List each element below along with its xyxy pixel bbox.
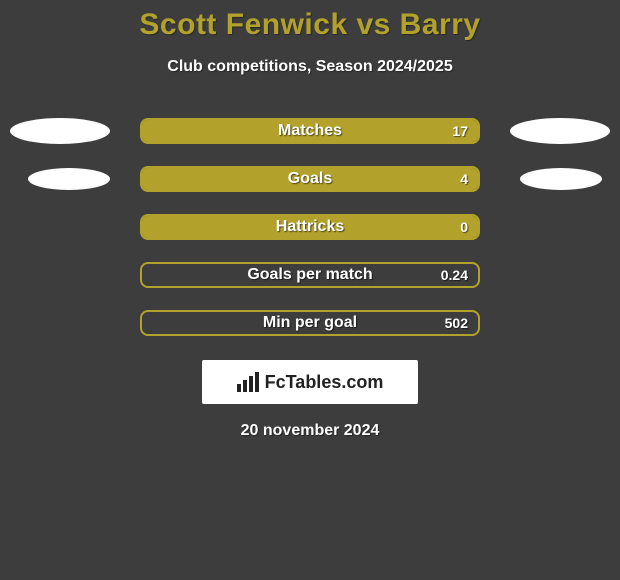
stat-row: Goals per match 0.24 (0, 262, 620, 288)
stat-bar: Min per goal 502 (140, 310, 480, 336)
right-ellipse (510, 118, 610, 144)
page-title: Scott Fenwick vs Barry (0, 0, 620, 42)
stat-bar: Goals 4 (140, 166, 480, 192)
fill-left (142, 120, 286, 142)
stat-value: 17 (452, 123, 468, 139)
fctables-logo: FcTables.com (202, 360, 418, 404)
stat-rows: Matches 17 Goals 4 Hattricks 0 Goals per match… (0, 118, 620, 336)
comparison-card: Scott Fenwick vs Barry Club competitions… (0, 0, 620, 580)
left-ellipse (10, 118, 110, 144)
stat-bar: Goals per match 0.24 (140, 262, 480, 288)
bars-icon (237, 372, 261, 392)
left-ellipse (28, 168, 110, 190)
stat-bar: Matches 17 (140, 118, 480, 144)
fill-left (142, 216, 286, 238)
right-ellipse (520, 168, 602, 190)
stat-row: Hattricks 0 (0, 214, 620, 240)
subtitle: Club competitions, Season 2024/2025 (0, 58, 620, 76)
stat-value: 0.24 (441, 267, 468, 283)
fill-left (142, 168, 286, 190)
stat-label: Hattricks (276, 218, 344, 236)
stat-label: Goals (288, 170, 332, 188)
stat-label: Goals per match (247, 266, 372, 284)
stat-row: Matches 17 (0, 118, 620, 144)
stat-row: Min per goal 502 (0, 310, 620, 336)
stat-value: 502 (445, 315, 468, 331)
date: 20 november 2024 (0, 422, 620, 440)
stat-bar: Hattricks 0 (140, 214, 480, 240)
stat-row: Goals 4 (0, 166, 620, 192)
stat-value: 0 (460, 219, 468, 235)
logo-text: FcTables.com (265, 372, 384, 393)
stat-value: 4 (460, 171, 468, 187)
stat-label: Matches (278, 122, 342, 140)
stat-label: Min per goal (263, 314, 357, 332)
